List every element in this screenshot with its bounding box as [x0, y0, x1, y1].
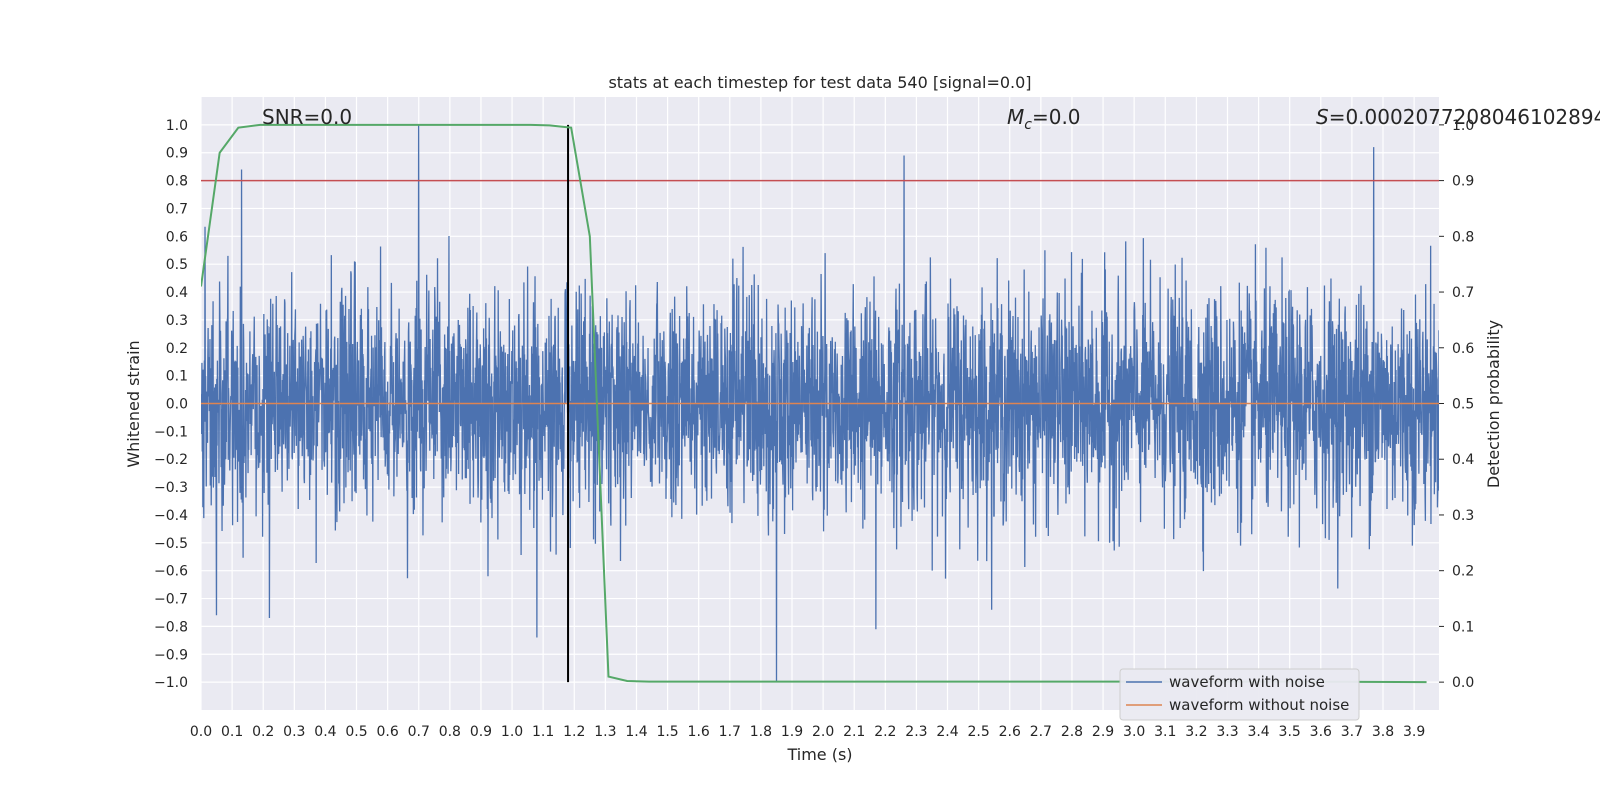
y-axis-label: Whitened strain	[124, 340, 143, 467]
x-tick-label: 1.5	[656, 724, 678, 740]
series-waveform-with-noise	[201, 124, 1439, 683]
y2-tick-label: 0.1	[1452, 619, 1474, 635]
y-tick-label: −0.4	[154, 508, 188, 524]
x-tick-label: 0.7	[408, 724, 430, 740]
x-tick-label: 0.9	[470, 724, 492, 740]
x-tick-label: 0.0	[190, 724, 212, 740]
x-tick-labels: 0.0 0.1 0.2 0.3 0.4 0.5 0.6 0.7 0.8 0.9 1.0 1.1 1.2 1…	[190, 724, 1425, 740]
y-tick-label: 0.3	[166, 313, 188, 329]
annotation-s-symbol: S	[1316, 105, 1329, 129]
x-tick-label: 2.3	[905, 724, 927, 740]
legend: waveform with noise waveform without noi…	[1119, 668, 1360, 721]
x-tick-label: 2.5	[968, 724, 990, 740]
y2-tick-labels: 1.0 0.9 0.8 0.7 0.6 0.5 0.4 0.3 0.2 0.1 0.0	[1439, 118, 1474, 691]
y-tick-label: −0.8	[154, 619, 188, 635]
legend-label-waveform-without-noise: waveform without noise	[1169, 696, 1349, 714]
x-tick-label: 1.4	[625, 724, 647, 740]
x-tick-label: 3.9	[1403, 724, 1425, 740]
series-detection-probability	[201, 123, 1427, 684]
x-tick-label: 3.1	[1154, 724, 1176, 740]
x-tick-label: 2.4	[936, 724, 958, 740]
legend-label-waveform-with-noise: waveform with noise	[1169, 673, 1325, 691]
y-tick-label: −1.0	[154, 675, 188, 691]
y2-tick-label: 0.7	[1452, 285, 1474, 301]
x-tick-label: 1.2	[563, 724, 585, 740]
x-tick-label: 1.0	[501, 724, 523, 740]
x-tick-label: 3.0	[1123, 724, 1145, 740]
y2-tick-label: 0.0	[1452, 675, 1474, 691]
y-tick-label: 0.0	[166, 397, 188, 413]
x-tick-label: 1.3	[594, 724, 616, 740]
y-tick-label: −0.2	[154, 452, 188, 468]
x-tick-label: 3.2	[1185, 724, 1207, 740]
y-tick-label: −0.7	[154, 592, 188, 608]
y-tick-label: −0.9	[154, 647, 188, 663]
x-tick-label: 3.3	[1216, 724, 1238, 740]
chart-title: stats at each timestep for test data 540…	[608, 73, 1031, 92]
x-tick-label: 1.8	[750, 724, 772, 740]
x-tick-label: 0.2	[252, 724, 274, 740]
y-tick-label: 0.1	[166, 369, 188, 385]
x-tick-label: 1.7	[719, 724, 741, 740]
x-tick-label: 0.4	[314, 724, 336, 740]
x-tick-label: 3.8	[1372, 724, 1394, 740]
annotation-snr: SNR=0.0	[262, 105, 352, 129]
x-tick-label: 2.8	[1061, 724, 1083, 740]
x-tick-label: 1.9	[781, 724, 803, 740]
x-tick-label: 1.6	[688, 724, 710, 740]
y-tick-label: 0.4	[166, 285, 188, 301]
annotation-mc-symbol: M	[1007, 105, 1024, 129]
x-tick-label: 0.1	[221, 724, 243, 740]
y2-tick-label: 1.0	[1452, 118, 1474, 134]
x-tick-label: 1.1	[532, 724, 554, 740]
y2-tick-label: 0.8	[1452, 229, 1474, 245]
y2-tick-label: 0.2	[1452, 564, 1474, 580]
annotation-mc-subscript: c	[1024, 117, 1032, 133]
x-tick-label: 2.6	[999, 724, 1021, 740]
y-tick-labels: 1.0 0.9 0.8 0.7 0.6 0.5 0.4 0.3 0.2 0.1 0.0 −0.1 −0.…	[154, 118, 188, 691]
annotation-s: S=0.00020772080461028943	[1316, 105, 1600, 129]
y2-axis-label: Detection probability	[1484, 320, 1503, 488]
x-axis-label: Time (s)	[786, 745, 852, 764]
legend-box	[1119, 668, 1360, 721]
x-tick-label: 0.8	[439, 724, 461, 740]
annotation-mc-value: =0.0	[1032, 105, 1081, 129]
y2-tick-label: 0.5	[1452, 397, 1474, 413]
x-tick-label: 3.5	[1279, 724, 1301, 740]
y-tick-label: 0.6	[166, 229, 188, 245]
y2-tick-label: 0.9	[1452, 174, 1474, 190]
y-tick-label: 0.7	[166, 201, 188, 217]
annotation-s-value: =0.00020772080461028943	[1329, 105, 1600, 129]
y-tick-label: 1.0	[166, 118, 188, 134]
y2-tick-label: 0.6	[1452, 341, 1474, 357]
y-tick-label: 0.2	[166, 341, 188, 357]
x-tick-label: 3.4	[1247, 724, 1269, 740]
x-tick-label: 0.6	[377, 724, 399, 740]
x-tick-label: 0.3	[283, 724, 305, 740]
x-tick-label: 2.9	[1092, 724, 1114, 740]
annotation-mc: Mc=0.0	[1007, 105, 1081, 133]
x-tick-label: 0.5	[345, 724, 367, 740]
y-tick-label: 0.8	[166, 174, 188, 190]
y2-tick-label: 0.4	[1452, 452, 1474, 468]
y2-tick-label: 0.3	[1452, 508, 1474, 524]
x-tick-label: 3.7	[1341, 724, 1363, 740]
x-tick-label: 2.2	[874, 724, 896, 740]
y-tick-label: −0.3	[154, 480, 188, 496]
x-tick-label: 3.6	[1310, 724, 1332, 740]
x-tick-label: 2.7	[1030, 724, 1052, 740]
y-tick-label: −0.5	[154, 536, 188, 552]
y-tick-label: −0.1	[154, 424, 188, 440]
y-tick-label: 0.5	[166, 257, 188, 273]
x-tick-label: 2.1	[843, 724, 865, 740]
x-tick-label: 2.0	[812, 724, 834, 740]
y-tick-label: 0.9	[166, 146, 188, 162]
y-tick-label: −0.6	[154, 564, 188, 580]
